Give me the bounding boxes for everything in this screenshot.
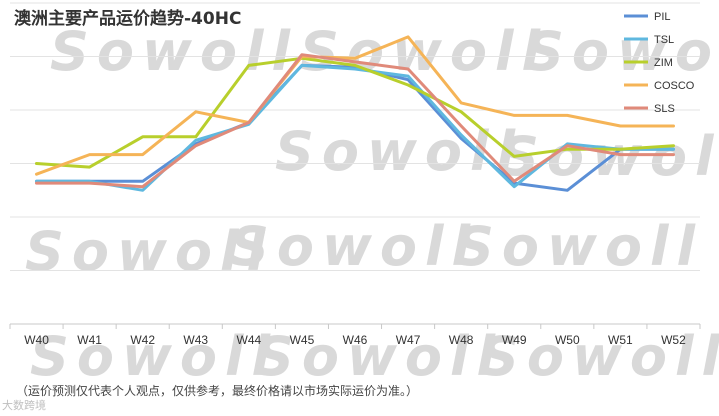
watermark-text: Sowoll	[480, 325, 719, 388]
x-tick-label: W45	[290, 333, 315, 347]
x-tick-label: W50	[555, 333, 580, 347]
source-logo: 大数跨境	[2, 398, 46, 412]
watermark-text: Sowoll	[50, 20, 298, 83]
watermark-text: Sowoll	[525, 20, 719, 83]
legend-label-pil: PIL	[654, 11, 671, 23]
watermark-text: Sowoll	[230, 215, 478, 278]
watermark-text: Sowoll	[25, 220, 273, 283]
series-line-sls	[35, 53, 675, 189]
legend-label-cosco: COSCO	[654, 80, 695, 92]
grid-lines	[9, 2, 701, 329]
x-tick-label: W48	[449, 333, 474, 347]
x-tick-label: W43	[183, 333, 208, 347]
series-lines	[35, 35, 675, 192]
watermark-text: Sowoll	[30, 325, 278, 388]
x-tick-label: W46	[343, 333, 368, 347]
series-line-zim	[35, 56, 675, 169]
x-tick-label: W44	[237, 333, 262, 347]
footnote: （运价预测仅代表个人观点，仅供参考，最终价格请以市场实际运价为准。）	[16, 383, 418, 398]
x-tick-label: W47	[396, 333, 421, 347]
legend: PIL TSL ZIM COSCO SLS	[624, 11, 695, 115]
series-line-pil	[35, 63, 675, 192]
legend-label-sls: SLS	[654, 103, 675, 115]
legend-label-zim: ZIM	[654, 57, 673, 69]
chart-title: 澳洲主要产品运价趋势-40HC	[14, 8, 241, 29]
x-tick-label: W41	[77, 333, 102, 347]
x-tick-label: W40	[24, 333, 49, 347]
x-tick-label: W49	[502, 333, 527, 347]
legend-label-tsl: TSL	[654, 34, 674, 46]
watermark-text: Sowoll	[455, 215, 703, 278]
series-line-cosco	[35, 35, 675, 176]
x-tick-label: W51	[608, 333, 633, 347]
watermark-text: Sowoll	[300, 20, 548, 83]
watermark-text: Sowoll	[255, 325, 503, 388]
x-axis-ticks: W40 W41 W42 W43 W44 W45 W46 W47 W48 W49 W50 W51 W52	[24, 333, 686, 347]
series-line-tsl	[35, 63, 675, 192]
x-tick-label: W42	[130, 333, 155, 347]
x-tick-label: W52	[661, 333, 686, 347]
